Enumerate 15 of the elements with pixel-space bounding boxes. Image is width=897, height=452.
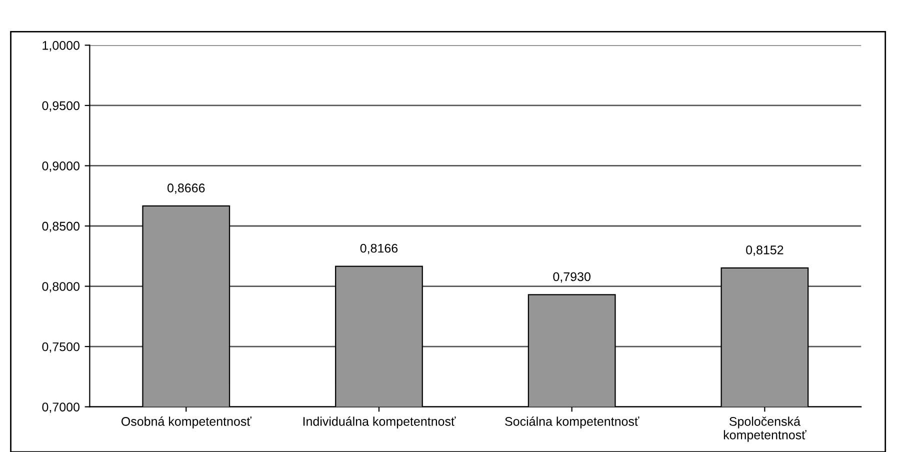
y-tick-label: 0,8500 bbox=[42, 222, 80, 232]
y-tick-label: 1,0000 bbox=[42, 41, 80, 52]
x-tick-label: Osobná kompetentnosť bbox=[121, 416, 252, 428]
x-tick-label: Sociálna kompetentnosť bbox=[505, 416, 640, 428]
y-tick-label: 0,9000 bbox=[42, 162, 80, 172]
data-label: 0,8666 bbox=[168, 184, 205, 194]
x-tick-label: Spoločenská kompetentnosť bbox=[724, 416, 806, 442]
y-tick-label: 0,8000 bbox=[42, 282, 80, 292]
y-tick-label: 0,9500 bbox=[42, 101, 80, 112]
data-label: 0,8152 bbox=[746, 246, 784, 256]
y-tick-label: 0,7000 bbox=[42, 402, 80, 413]
data-label: 0,7930 bbox=[553, 272, 590, 283]
data-label: 0,8166 bbox=[360, 244, 398, 254]
x-tick-label: Individuálna kompetentnosť bbox=[303, 416, 456, 428]
y-tick-label: 0,7500 bbox=[42, 342, 80, 353]
